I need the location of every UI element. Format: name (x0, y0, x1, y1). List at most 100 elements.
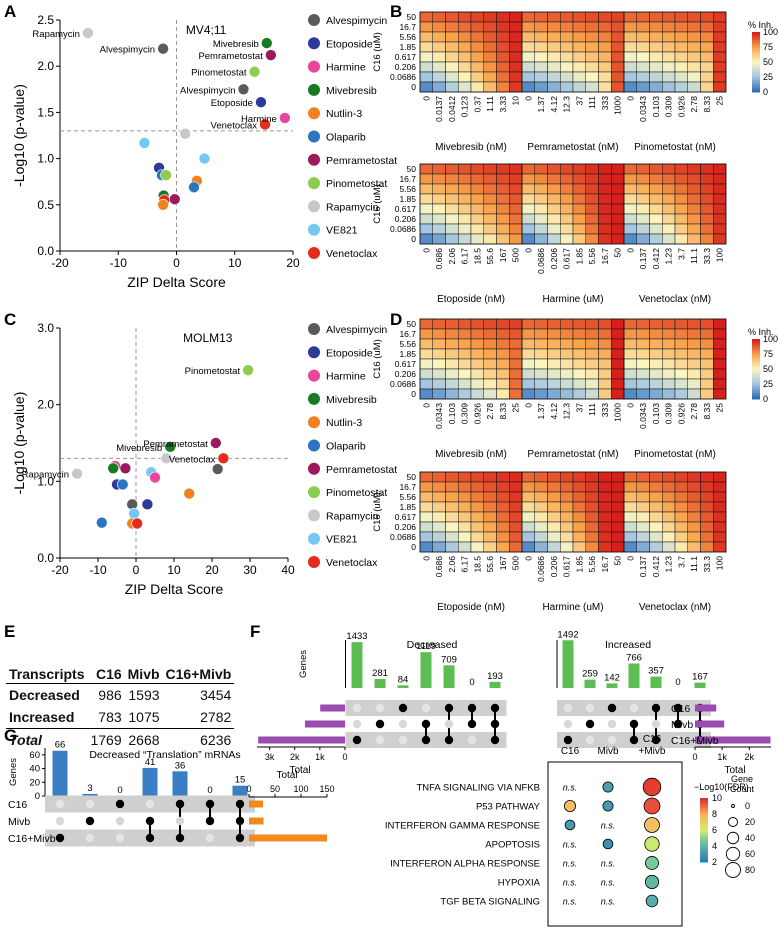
heat-cell (483, 21, 497, 33)
legend-dot (308, 83, 320, 96)
colorbar-step (700, 808, 708, 812)
heat-cell (585, 338, 599, 350)
colorbar-step (752, 393, 760, 396)
combo-dot-on (444, 735, 454, 745)
heat-cell (713, 193, 727, 205)
heat-cell (432, 11, 446, 23)
heat-cell (572, 21, 586, 33)
heat-cell (521, 71, 535, 83)
scatter-point (217, 452, 230, 465)
c16-tick: 0.0686 (390, 72, 416, 82)
dose-tick: 2.78 (689, 403, 699, 420)
combo-dot-on (235, 833, 245, 843)
colorbar-step (700, 838, 708, 842)
set-size-bar (695, 720, 725, 728)
heat-cell (521, 163, 535, 175)
combo-dot-off (398, 719, 408, 729)
colorbar-step (752, 369, 760, 372)
dose-tick: 16.7 (600, 248, 610, 265)
combo-dot-off (115, 816, 125, 826)
heat-cell (534, 31, 548, 43)
heat-cell (662, 501, 676, 513)
heat-cell (521, 338, 535, 350)
heat-cell (700, 71, 714, 83)
c16-axis-label: C16 (uM) (372, 492, 383, 532)
heat-cell (560, 501, 574, 513)
dose-tick: 0.309 (664, 403, 674, 425)
heat-cell (598, 223, 612, 235)
heat-cell (534, 193, 548, 205)
heat-cell (572, 358, 586, 370)
heat-cell (560, 41, 574, 53)
set-size-bar (249, 834, 327, 842)
heat-cell (470, 338, 484, 350)
heat-cell (496, 21, 510, 33)
dose-tick: 111 (587, 96, 597, 109)
x-tick-label: 10 (228, 256, 242, 270)
scatter-point (131, 517, 143, 530)
heat-cell (547, 213, 561, 225)
column-header: +Mivb (639, 746, 666, 757)
heat-cell (521, 491, 535, 503)
heat-cell (521, 328, 535, 340)
heat-cell (585, 511, 599, 523)
heat-cell (445, 51, 459, 63)
heat-cell (419, 511, 433, 523)
heat-cell (509, 358, 523, 370)
heat-cell (445, 521, 459, 533)
colorbar-step (752, 78, 760, 81)
heat-cell (432, 531, 446, 543)
heat-cell (432, 61, 446, 73)
heat-cell (636, 163, 650, 175)
heat-cell (662, 61, 676, 73)
c16-tick: 0.206 (395, 214, 417, 224)
dose-tick: 500 (511, 248, 521, 262)
colorbar-step (752, 387, 760, 390)
heat-cell (534, 11, 548, 23)
combo-dot-on (563, 735, 573, 745)
heat-cell (458, 531, 472, 543)
heat-cell (572, 491, 586, 503)
total-tick-label: 100 (293, 784, 308, 794)
heat-cell (713, 183, 727, 195)
set-name-label: Mivb (8, 816, 30, 828)
bar-value-label: 709 (441, 654, 457, 665)
heat-cell (585, 481, 599, 493)
chart-title: Decreased (407, 639, 458, 651)
heat-cell (470, 471, 484, 483)
heat-cell (509, 71, 523, 83)
heat-cell (483, 531, 497, 543)
heat-cell (636, 521, 650, 533)
column-header: Mivb (597, 746, 619, 757)
legend-label: Venetoclax (326, 248, 378, 260)
heat-cell (509, 61, 523, 73)
heat-cell (649, 11, 663, 23)
heat-cell (636, 213, 650, 225)
set-size-bar (249, 800, 264, 808)
column-header: C16 (643, 734, 662, 745)
scatter-point (260, 37, 273, 49)
colorbar-step (752, 373, 760, 376)
heatmap-title: Pinometostat (nM) (634, 142, 716, 153)
combo-dot-on (629, 735, 639, 745)
colorbar-step (752, 38, 760, 41)
heat-cell (419, 173, 433, 185)
legend-dot (308, 177, 320, 190)
ns-label: n.s. (563, 878, 578, 888)
colorbar-step (752, 339, 760, 342)
heat-cell (636, 358, 650, 370)
panel-label-b: B (390, 2, 402, 21)
legend-dot (308, 439, 320, 452)
heat-cell (419, 368, 433, 380)
y-tick-label: 1.5 (37, 105, 54, 119)
intersection-bar (397, 685, 409, 688)
heat-cell (534, 61, 548, 73)
colorbar-step (752, 72, 760, 75)
y-tick-label: 3.0 (37, 321, 54, 335)
heat-cell (623, 213, 637, 225)
heat-cell (585, 358, 599, 370)
pathway-label: HYPOXIA (498, 878, 541, 889)
heat-cell (636, 388, 650, 400)
heat-cell (687, 71, 701, 83)
heat-cell (496, 328, 510, 340)
